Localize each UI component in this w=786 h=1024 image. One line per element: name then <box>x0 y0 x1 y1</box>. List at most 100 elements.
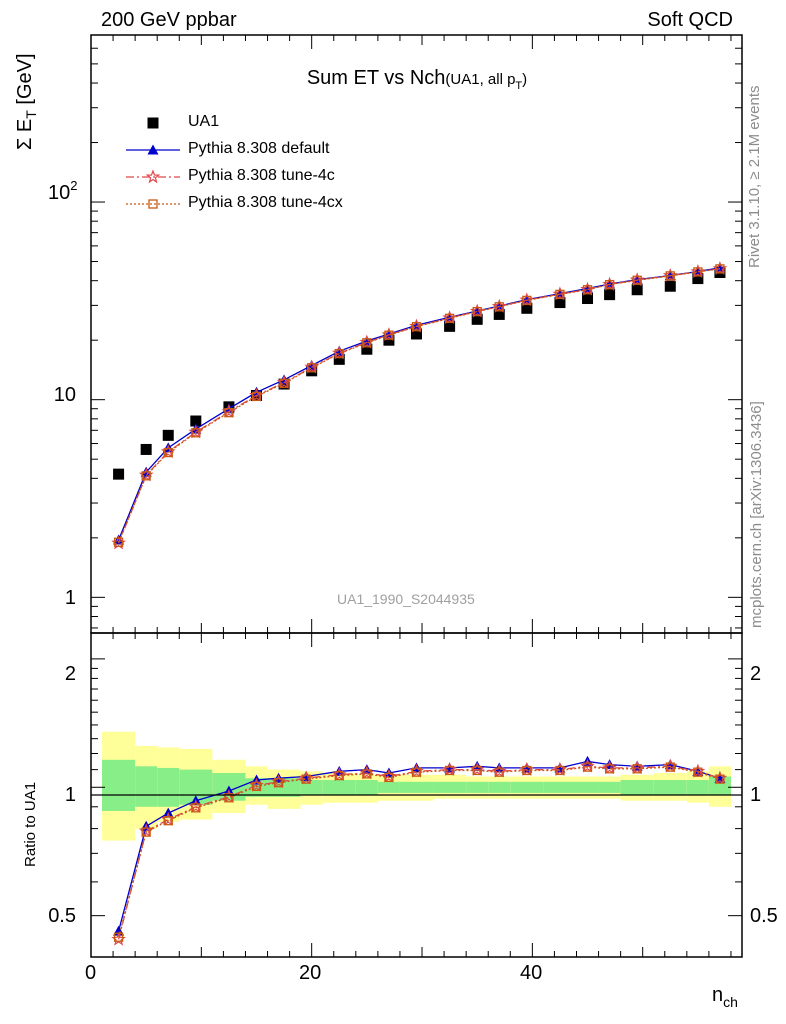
main-point-ua1 <box>604 289 616 301</box>
main-point-ua1 <box>631 284 643 296</box>
main-point-pythia-8-308-tune-4cx <box>141 471 151 481</box>
legend-label-pythia-8-308-default: Pythia 8.308 default <box>188 140 330 157</box>
main-point-ua1 <box>493 308 505 320</box>
ratio-tick-label-1-right: 1 <box>750 784 762 806</box>
ratio-point-pythia-8-308-tune-4cx <box>301 774 311 784</box>
legend-label-ua1: UA1 <box>188 113 220 130</box>
ratio-band-green <box>157 767 180 807</box>
ratio-point-pythia-8-308-tune-4cx <box>665 762 675 772</box>
ratio-point-pythia-8-308-tune-4cx <box>444 765 455 776</box>
main-point-ua1 <box>190 415 202 427</box>
ratio-point-pythia-8-308-tune-4cx <box>141 827 151 837</box>
rivet-label: Rivet 3.1.10, ≥ 2.1M events <box>746 85 763 269</box>
analysis-label: UA1_1990_S2044935 <box>337 591 475 607</box>
ratio-band-green <box>620 780 654 795</box>
main-line-pythia-8-308-default <box>117 267 721 541</box>
ratio-band-green <box>708 776 731 795</box>
ratio-point-pythia-8-308-tune-4cx <box>411 767 422 777</box>
main-point-pythia-8-308-tune-4cx <box>494 302 504 312</box>
energy-label: 200 GeV ppbar <box>101 9 237 31</box>
legend <box>126 117 180 209</box>
x-tick-label-0: 0 <box>85 962 97 984</box>
y-tick-label-10: 10 <box>53 384 76 406</box>
main-point-pythia-8-308-tune-4cx <box>163 447 173 458</box>
y-tick-label-1: 1 <box>64 587 76 609</box>
main-point-ua1 <box>361 343 373 355</box>
ratio-tick-label-0.5-right: 0.5 <box>750 905 778 927</box>
main-panel-series <box>111 260 728 550</box>
ratio-line-pythia-8-308-tune-4cx <box>117 766 721 938</box>
y-axis-label: Σ ET [GeV] <box>14 53 39 150</box>
main-point-pythia-8-308-tune-4cx <box>472 306 482 317</box>
ratio-band-green <box>322 780 356 795</box>
main-point-pythia-8-308-tune-4cx <box>279 378 289 388</box>
ratio-point-pythia-8-308-tune-4cx <box>334 770 344 781</box>
ratio-tick-label-1: 1 <box>64 784 76 806</box>
main-point-pythia-8-308-tune-4cx <box>665 271 675 281</box>
ratio-point-pythia-8-308-tune-4cx <box>522 765 532 776</box>
main-point-pythia-8-308-tune-4cx <box>334 348 344 359</box>
main-point-pythia-8-308-tune-4cx <box>632 275 642 285</box>
main-point-pythia-8-308-tune-4cx <box>693 267 703 277</box>
ratio-band-green <box>510 781 544 793</box>
source-label: mcplots.cern.ch [arXiv:1306.3436] <box>748 401 765 628</box>
main-point-pythia-8-308-tune-4cx <box>411 322 422 332</box>
ratio-point-pythia-8-308-tune-4cx <box>384 772 394 783</box>
main-line-pythia-8-308-tune-4cx <box>117 268 720 543</box>
main-point-ua1 <box>554 297 566 309</box>
main-point-pythia-8-308-default <box>113 534 125 545</box>
legend-label-pythia-8-308-tune-4cx: Pythia 8.308 tune-4cx <box>188 194 343 211</box>
main-point-pythia-8-308-tune-4cx <box>555 289 565 300</box>
ratio-point-pythia-8-308-tune-4cx <box>582 762 593 772</box>
y-tick-label-100: 102 <box>48 178 78 204</box>
ratio-tick-label-2: 2 <box>64 663 76 685</box>
ratio-line-pythia-8-308-tune-4c <box>117 765 721 940</box>
main-point-ua1 <box>333 353 345 365</box>
ratio-panel-series <box>111 755 728 946</box>
ratio-point-pythia-8-308-tune-4cx <box>224 793 234 803</box>
main-point-ua1 <box>444 320 456 332</box>
legend-marker-pythia-8-308-default <box>147 144 159 155</box>
main-point-pythia-8-308-tune-4cx <box>224 407 234 418</box>
x-tick-label-40: 40 <box>520 962 543 984</box>
ratio-band-green <box>488 781 511 793</box>
ratio-band-green <box>102 759 136 811</box>
main-point-pythia-8-308-tune-4cx <box>251 391 262 401</box>
ratio-point-pythia-8-308-tune-4cx <box>251 781 262 792</box>
main-point-ua1 <box>582 293 594 305</box>
ratio-band-green <box>355 780 378 795</box>
main-point-pythia-8-308-tune-4cx <box>384 330 394 340</box>
ratio-point-pythia-8-308-tune-4cx <box>632 764 642 774</box>
main-point-ua1 <box>664 280 676 292</box>
main-point-ua1 <box>306 365 318 377</box>
ratio-point-pythia-8-308-tune-4cx <box>494 767 504 777</box>
ratio-band-green <box>466 781 489 793</box>
ratio-point-pythia-8-308-tune-4cx <box>113 932 124 942</box>
main-point-pythia-8-308-tune-4cx <box>715 264 725 274</box>
ratio-band-green <box>653 780 687 795</box>
ratio-axis-label: Ratio to UA1 <box>22 781 39 867</box>
chart-title: Sum ET vs Nch(UA1, all pT) <box>306 67 528 92</box>
ratio-point-pythia-8-308-tune-4cx <box>273 778 284 788</box>
main-point-pythia-8-308-tune-4cx <box>582 285 593 295</box>
ratio-point-pythia-8-308-tune-4cx <box>693 767 703 777</box>
ratio-band-green <box>543 781 577 793</box>
ratio-band-green <box>399 781 434 793</box>
main-point-pythia-8-308-tune-4cx <box>444 313 455 323</box>
main-point-pythia-8-308-tune-4cx <box>307 363 317 373</box>
ratio-point-pythia-8-308-tune-4cx <box>362 769 372 779</box>
main-point-ua1 <box>471 313 483 325</box>
legend-label-pythia-8-308-tune-4c: Pythia 8.308 tune-4c <box>188 167 335 184</box>
ratio-tick-label-0.5: 0.5 <box>48 905 76 927</box>
ratio-band-green <box>377 781 400 793</box>
main-point-pythia-8-308-tune-4cx <box>362 338 372 348</box>
ratio-point-pythia-8-308-tune-4cx <box>604 764 615 774</box>
ratio-uncertainty-bands <box>102 731 731 841</box>
ratio-panel-frame <box>90 632 743 958</box>
main-point-pythia-8-308-tune-4cx <box>522 295 532 306</box>
main-point-ua1 <box>521 302 533 314</box>
ratio-band-green <box>576 781 599 793</box>
ratio-point-pythia-8-308-tune-4cx <box>472 765 482 776</box>
ratio-point-pythia-8-308-tune-4cx <box>555 765 565 776</box>
